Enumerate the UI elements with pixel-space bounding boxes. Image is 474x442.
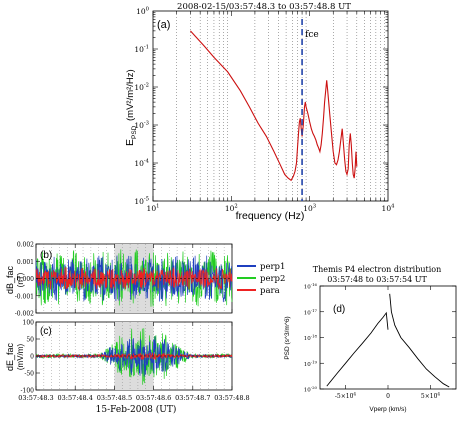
panel-d-ytick-label: 10-20 (304, 385, 318, 393)
panel-b: 0.002 0.001 0.000 -0.001 -0.002 (b) dB_fac (… (5, 242, 285, 318)
panel-d-ytick-label: 10-17 (304, 308, 318, 316)
ytick-label: 50 (26, 337, 34, 344)
panel-d-frame (319, 285, 457, 390)
legend-label-perp2: perp2 (260, 274, 285, 284)
panel-a-ytick-label: 100 (136, 7, 149, 16)
panel-c-xlabel: 15-Feb-2008 (UT) (96, 404, 177, 415)
panel-a-ytick-label: 10-1 (134, 45, 149, 54)
xtick-label: 03:57:48.4 (57, 394, 92, 402)
xtick-label: 03:57:48.8 (214, 394, 249, 402)
xtick-label: 03:57:48.5 (97, 394, 132, 402)
panel-c-label: (c) (40, 326, 52, 337)
panel-a-ytick-label: 10-3 (134, 121, 149, 130)
panel-d-title-2: 03:57:48 to 03:57:54 UT (327, 275, 427, 284)
legend-label-para: para (260, 286, 280, 296)
fce-label: fce (305, 30, 319, 40)
panel-b-legend: perp1 perp2 para (237, 262, 285, 296)
panel-c-ylabel: dE_fac (5, 342, 15, 371)
panel-d-xtick-label: 0 (386, 393, 390, 400)
panel-d-ytick-label: 10-16 (304, 282, 318, 290)
panel-d-psd-line-right (389, 293, 450, 388)
panel-a-ytick-label: 10-4 (134, 159, 149, 168)
panel-d-xtick-label: 5×104 (421, 391, 440, 400)
panel-d: Themis P4 electron distribution 03:57:48… (284, 265, 457, 413)
panel-a: 2008-02-15/03:57:48.3 to 03:57:48.8 UT 1… (124, 2, 395, 222)
panel-a-xlabel: frequency (Hz) (236, 210, 305, 222)
panel-d-title-1: Themis P4 electron distribution (313, 265, 442, 274)
panel-a-psd-line (189, 30, 358, 182)
panel-d-xlabel: Vperp (km/s) (369, 406, 406, 413)
panel-a-frame (152, 10, 389, 202)
ytick-label: -100 (21, 388, 35, 395)
para-trace (35, 267, 233, 291)
panel-b-label: (b) (40, 250, 52, 261)
xtick-label: 03:57:48.3 (18, 394, 53, 402)
panel-a-xtick-label: 104 (382, 204, 396, 213)
ytick-label: 0.000 (17, 276, 34, 283)
panel-b-yunits: (nT) (16, 272, 25, 287)
ytick-label: -0.002 (15, 311, 34, 318)
panel-c-yunits: (mV/m) (16, 344, 25, 371)
ytick-label: 100 (23, 320, 35, 327)
panel-d-ylabel: PSD (s^3/m^6) (284, 316, 291, 359)
panel-a-ylabel: E PSD (mV²/m²/Hz) (124, 69, 138, 146)
panel-d-psd-line-left (326, 311, 389, 387)
ytick-label: 0.001 (17, 259, 34, 266)
panel-a-ytick-label: 10-5 (134, 197, 149, 206)
panel-a-ylabel-main: E (124, 139, 136, 146)
panel-a-ylabel-units: (mV²/m²/Hz) (125, 69, 136, 121)
panel-d-xtick-label: -5×104 (335, 391, 357, 400)
legend-label-perp1: perp1 (260, 262, 285, 272)
ytick-label: 0.002 (17, 242, 34, 249)
panel-a-label: (a) (157, 19, 170, 31)
ytick-label: 0 (30, 354, 34, 361)
panel-a-title: 2008-02-15/03:57:48.3 to 03:57:48.8 UT (177, 2, 351, 12)
panel-b-ylabel: dB_fac (5, 265, 15, 294)
xtick-label: 03:57:48.7 (175, 394, 210, 402)
panel-d-label: (d) (333, 304, 345, 315)
perp1-trace (35, 255, 233, 303)
panel-a-xtick-label: 103 (303, 204, 316, 213)
ytick-label: -0.001 (15, 293, 34, 300)
panel-a-xtick-label: 101 (147, 204, 160, 213)
xtick-label: 03:57:48.6 (136, 394, 171, 402)
panel-d-ytick-label: 10-19 (304, 359, 318, 367)
panel-d-ytick-label: 10-18 (304, 334, 318, 342)
panel-a-xtick-label: 102 (225, 204, 238, 213)
ytick-label: -50 (24, 371, 34, 378)
panel-a-ylabel-sub: PSD (131, 125, 138, 139)
panel-a-ytick-label: 10-2 (134, 83, 149, 92)
